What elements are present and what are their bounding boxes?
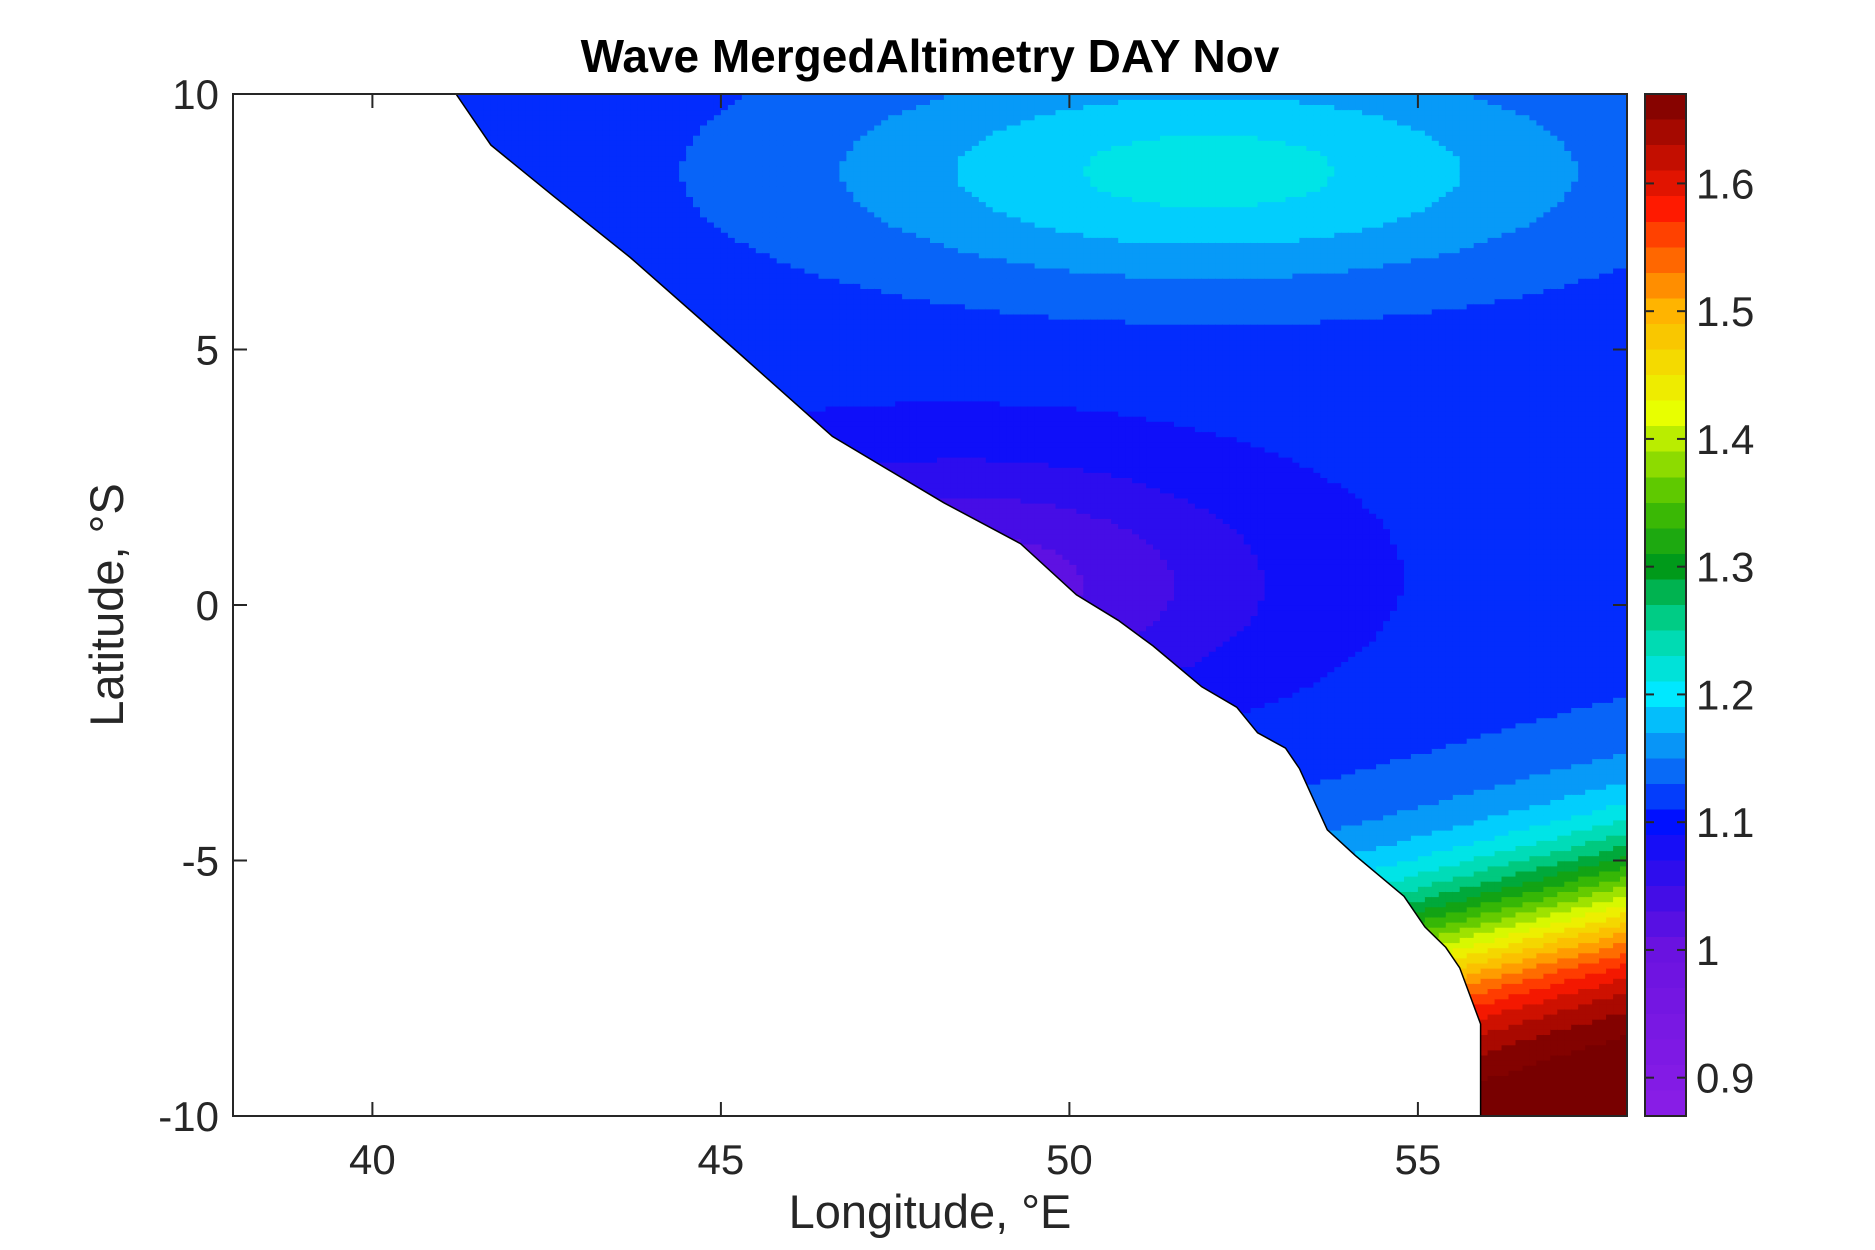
chart-title: Wave MergedAltimetry DAY Nov	[581, 30, 1280, 82]
plot-area	[233, 94, 1627, 1116]
